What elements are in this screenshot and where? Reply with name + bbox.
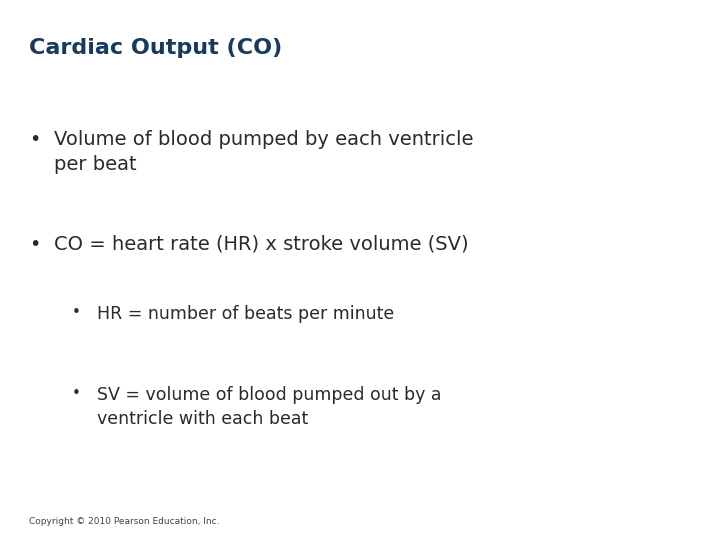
Text: HR = number of beats per minute: HR = number of beats per minute xyxy=(97,305,395,323)
Text: Copyright © 2010 Pearson Education, Inc.: Copyright © 2010 Pearson Education, Inc. xyxy=(29,517,220,526)
Text: Volume of blood pumped by each ventricle
per beat: Volume of blood pumped by each ventricle… xyxy=(54,130,474,174)
Text: •: • xyxy=(29,235,40,254)
Text: •: • xyxy=(72,305,81,320)
Text: CO = heart rate (HR) x stroke volume (SV): CO = heart rate (HR) x stroke volume (SV… xyxy=(54,235,469,254)
Text: Cardiac Output (CO): Cardiac Output (CO) xyxy=(29,38,282,58)
Text: •: • xyxy=(29,130,40,148)
Text: SV = volume of blood pumped out by a
ventricle with each beat: SV = volume of blood pumped out by a ven… xyxy=(97,386,441,428)
Text: •: • xyxy=(72,386,81,401)
